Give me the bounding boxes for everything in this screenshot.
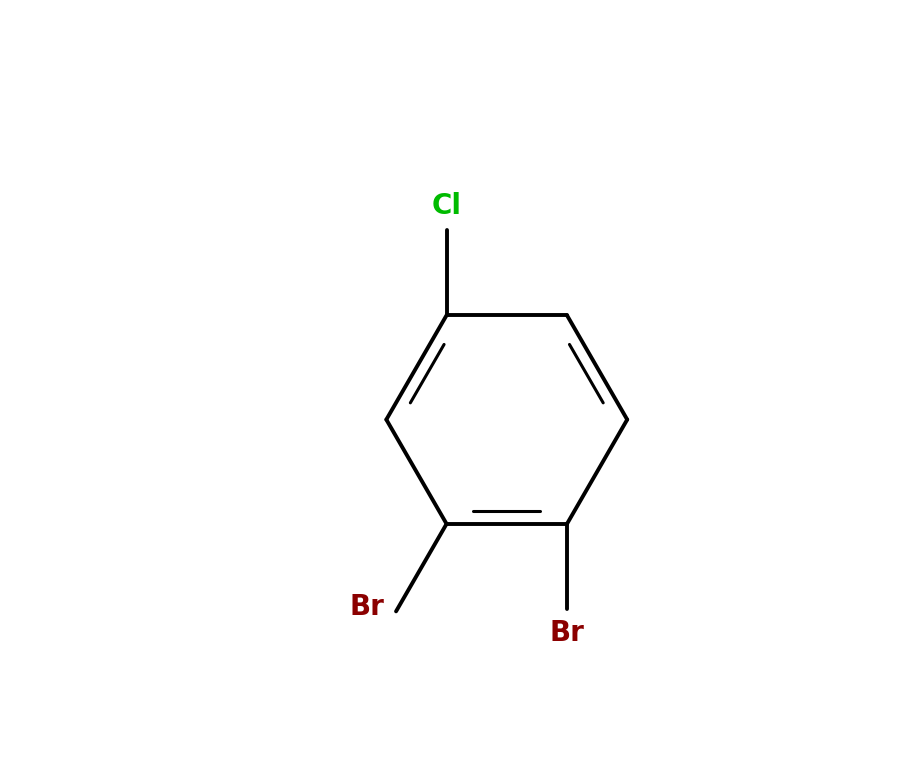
Text: Br: Br [350,594,385,622]
Text: Br: Br [550,618,585,646]
Text: Cl: Cl [431,193,462,221]
